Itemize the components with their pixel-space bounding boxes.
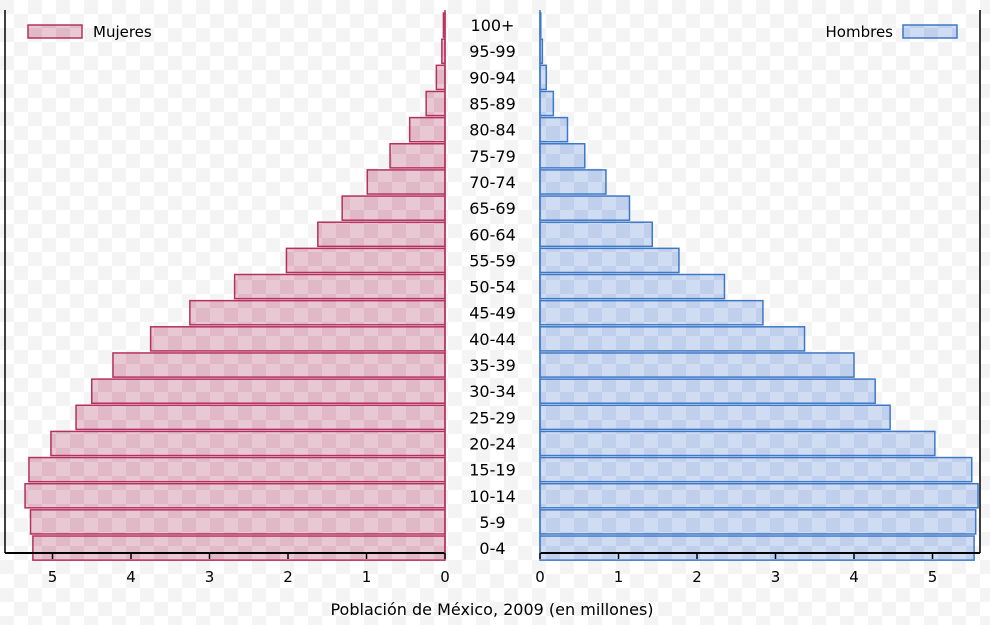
bar-mujeres-20-24 xyxy=(50,430,446,457)
bar-hombres-55-59 xyxy=(539,247,680,274)
age-group-labels: 100+ 95-99 90-94 85-89 80-84 75-79 70-74 65-69 6… xyxy=(469,16,516,558)
bar-hombres-30-34 xyxy=(539,378,876,405)
age-label-50-54: 50-54 xyxy=(469,278,516,297)
bar-hombres-5-9 xyxy=(539,509,977,535)
bar-hombres-35-39 xyxy=(539,352,855,378)
age-label-95-99: 95-99 xyxy=(469,42,516,61)
left-tick-label-5: 5 xyxy=(48,568,58,586)
bar-mujeres-75-79 xyxy=(389,143,446,169)
bar-hombres-15-19 xyxy=(539,456,973,483)
left-x-ticks: 5 4 3 2 1 0 xyxy=(48,553,450,586)
bar-hombres-10-14 xyxy=(539,482,979,509)
bar-mujeres-60-64 xyxy=(317,221,446,248)
bar-hombres-50-54 xyxy=(539,273,726,300)
bar-hombres-80-84 xyxy=(539,116,569,143)
age-label-75-79: 75-79 xyxy=(469,147,516,166)
age-label-5-9: 5-9 xyxy=(479,513,505,532)
bar-hombres-65-69 xyxy=(539,195,631,221)
age-label-70-74: 70-74 xyxy=(469,173,516,192)
bar-mujeres-30-34 xyxy=(91,378,446,405)
right-tick-label-5: 5 xyxy=(928,568,938,586)
age-label-65-69: 65-69 xyxy=(469,199,516,218)
legend-mujeres-swatch xyxy=(27,24,83,39)
bar-mujeres-0-4 xyxy=(32,535,446,561)
legend-hombres-label: Hombres xyxy=(826,23,894,41)
bar-mujeres-80-84 xyxy=(408,116,446,143)
bar-mujeres-70-74 xyxy=(366,169,446,195)
age-label-0-4: 0-4 xyxy=(479,539,505,558)
legend-hombres: Hombres xyxy=(826,23,958,41)
bar-hombres-75-79 xyxy=(539,143,586,169)
bar-hombres-70-74 xyxy=(539,169,607,195)
age-label-80-84: 80-84 xyxy=(469,121,516,140)
age-label-40-44: 40-44 xyxy=(469,330,516,349)
bar-mujeres-45-49 xyxy=(189,299,446,326)
legend-mujeres: Mujeres xyxy=(27,23,152,41)
bar-mujeres-5-9 xyxy=(29,509,446,535)
age-label-90-94: 90-94 xyxy=(469,68,516,87)
age-label-85-89: 85-89 xyxy=(469,95,516,114)
hombres-bars xyxy=(539,12,979,561)
age-label-45-49: 45-49 xyxy=(469,304,516,323)
age-label-25-29: 25-29 xyxy=(469,408,516,427)
bar-hombres-60-64 xyxy=(539,221,654,248)
right-tick-label-4: 4 xyxy=(849,568,859,586)
bar-mujeres-35-39 xyxy=(112,352,446,378)
age-label-20-24: 20-24 xyxy=(469,434,516,453)
right-tick-label-1: 1 xyxy=(614,568,624,586)
bar-mujeres-25-29 xyxy=(75,404,446,431)
bar-hombres-85-89 xyxy=(539,90,555,117)
age-label-100+: 100+ xyxy=(471,16,515,35)
bar-mujeres-65-69 xyxy=(341,195,446,221)
left-tick-label-1: 1 xyxy=(362,568,372,586)
age-label-35-39: 35-39 xyxy=(469,356,516,375)
right-tick-label-2: 2 xyxy=(692,568,702,586)
legend-mujeres-label: Mujeres xyxy=(93,23,152,41)
bar-hombres-45-49 xyxy=(539,299,764,326)
bar-hombres-40-44 xyxy=(539,326,806,352)
age-label-10-14: 10-14 xyxy=(469,487,516,506)
bar-mujeres-50-54 xyxy=(233,273,446,300)
bar-hombres-20-24 xyxy=(539,430,936,457)
x-axis-label: Población de México, 2009 (en millones) xyxy=(330,600,653,619)
age-label-15-19: 15-19 xyxy=(469,461,516,480)
bar-mujeres-10-14 xyxy=(24,482,446,509)
left-tick-label-4: 4 xyxy=(126,568,136,586)
bar-mujeres-55-59 xyxy=(285,247,446,274)
age-label-55-59: 55-59 xyxy=(469,251,516,270)
age-label-30-34: 30-34 xyxy=(469,382,516,401)
left-tick-label-2: 2 xyxy=(283,568,293,586)
bar-mujeres-90-94 xyxy=(435,64,446,91)
bar-mujeres-40-44 xyxy=(149,326,446,352)
bar-hombres-25-29 xyxy=(539,404,891,431)
right-x-ticks: 0 1 2 3 4 5 xyxy=(535,553,937,586)
bar-hombres-90-94 xyxy=(539,64,548,91)
bar-mujeres-15-19 xyxy=(28,456,446,483)
legend-hombres-swatch xyxy=(902,24,958,39)
right-tick-label-3: 3 xyxy=(771,568,781,586)
right-tick-label-0: 0 xyxy=(535,568,545,586)
bar-mujeres-85-89 xyxy=(425,90,446,117)
left-tick-label-0: 0 xyxy=(440,568,450,586)
mujeres-bars xyxy=(24,12,446,561)
age-label-60-64: 60-64 xyxy=(469,225,516,244)
bar-hombres-0-4 xyxy=(539,535,975,561)
left-tick-label-3: 3 xyxy=(205,568,215,586)
